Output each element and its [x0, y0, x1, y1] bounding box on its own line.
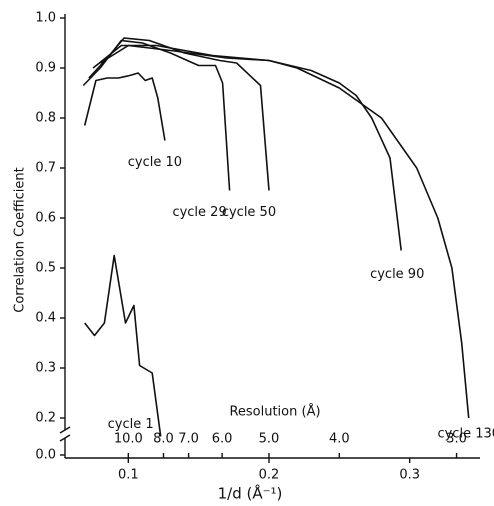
resolution-tick-label: 5.0	[259, 432, 280, 447]
y-tick-label: 0.7	[35, 161, 56, 176]
series-label: cycle 90	[370, 267, 424, 282]
series-label: cycle 29	[172, 205, 226, 220]
y-tick-label: 1.0	[35, 11, 56, 26]
secondary-x-axis-label: Resolution (Å)	[229, 404, 320, 420]
series-line	[84, 254, 162, 437]
series-label: cycle 10	[128, 155, 182, 170]
y-tick-label: 0.8	[35, 111, 56, 126]
y-tick-label: 0.3	[35, 361, 56, 376]
series-label: cycle 130	[437, 427, 494, 442]
resolution-tick-label: 7.0	[178, 432, 199, 447]
resolution-tick-label: 3.0	[446, 432, 467, 447]
series-label: cycle 50	[222, 205, 276, 220]
y-tick-label: 0.6	[35, 211, 56, 226]
axis-break	[59, 434, 71, 442]
axis-break	[59, 426, 71, 434]
resolution-tick-label: 4.0	[329, 432, 350, 447]
y-axis-label: Correlation Coefficient	[13, 167, 28, 313]
series-line	[99, 44, 470, 419]
y-tick-label: 0.4	[35, 311, 56, 326]
y-tick-label: 0.2	[35, 411, 56, 426]
resolution-tick-label: 6.0	[212, 432, 233, 447]
y-tick-label: 0.9	[35, 61, 56, 76]
x-tick-label: 0.1	[118, 468, 139, 483]
series-label: cycle 1	[108, 417, 154, 432]
series-line	[83, 72, 166, 141]
y-tick-label: 0.5	[35, 261, 56, 276]
y-tick-label: 0.0	[35, 448, 56, 463]
x-axis-label: 1/d (Å⁻¹)	[218, 484, 283, 503]
resolution-tick-label: 10.0	[114, 432, 143, 447]
resolution-tick-label: 8.0	[153, 432, 174, 447]
x-tick-label: 0.2	[259, 468, 280, 483]
x-tick-label: 0.3	[399, 468, 420, 483]
series-line	[92, 44, 402, 251]
